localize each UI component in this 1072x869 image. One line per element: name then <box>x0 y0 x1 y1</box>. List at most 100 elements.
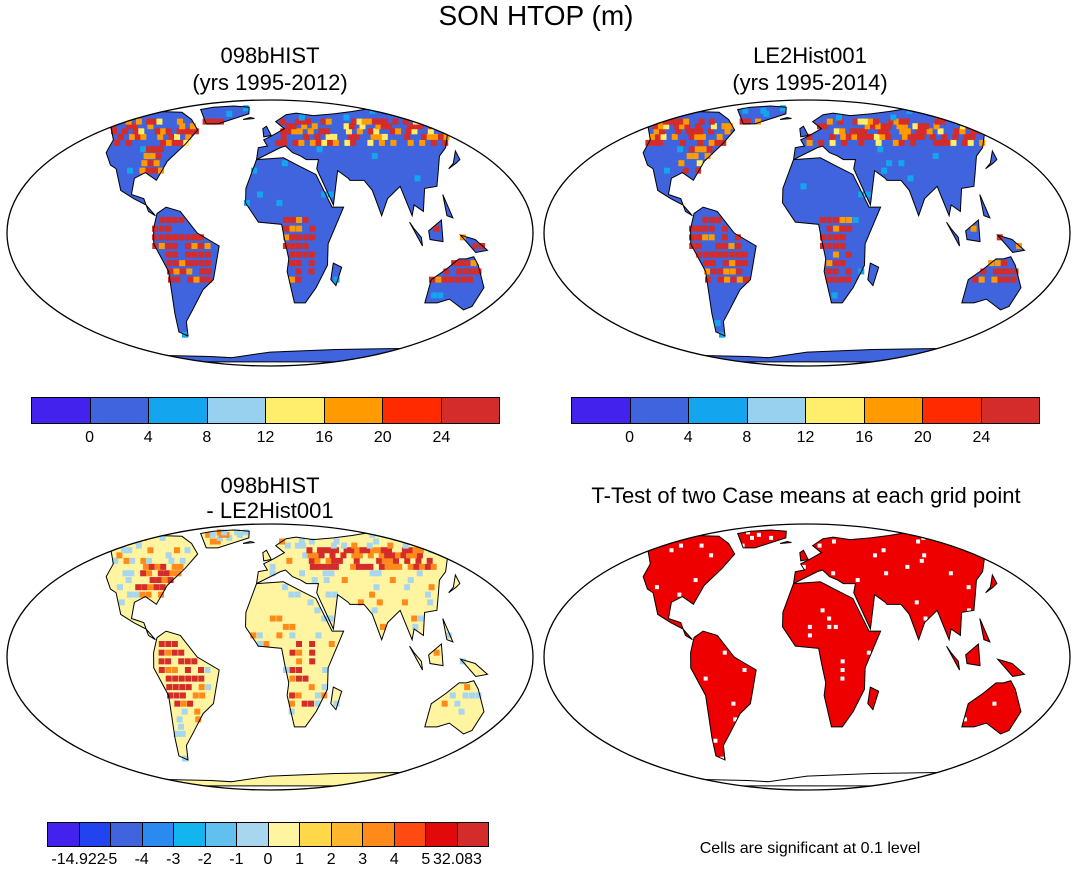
colorbar-tick-label: 32.083 <box>432 851 482 868</box>
coastline <box>961 680 1022 735</box>
coastline <box>330 686 343 711</box>
coastline <box>255 532 471 642</box>
land-mass <box>1020 739 1036 748</box>
colorbar-tick-label: 24 <box>972 429 991 446</box>
colorbar-box <box>32 398 91 423</box>
colorbar-tick-label: 3 <box>358 851 368 868</box>
colorbar-tick-label: -5 <box>103 851 118 868</box>
panel2-title-line2: (yrs 1995-2014) <box>732 70 888 95</box>
coastline <box>242 116 255 120</box>
coastline <box>736 105 787 125</box>
land-mass <box>965 643 981 666</box>
land-mass <box>620 348 990 362</box>
land-mass <box>615 535 735 640</box>
colorbar-tick-label: 8 <box>742 429 752 446</box>
coastline <box>792 532 1008 642</box>
panel4-footnote: Cells are significant at 0.1 level <box>699 840 921 857</box>
colorbar-tick-label: -4 <box>134 851 149 868</box>
map-frame <box>6 99 534 367</box>
colorbar-tick-label: 1 <box>295 851 305 868</box>
coastline <box>242 540 255 544</box>
colorbar-box <box>48 823 80 846</box>
colorbar-box <box>266 398 325 423</box>
panel3-colorbar <box>47 822 489 847</box>
coastline <box>779 540 792 544</box>
coastline <box>424 680 485 735</box>
colorbar-box <box>394 823 426 846</box>
coastline <box>262 549 272 562</box>
colorbar-box <box>457 823 488 846</box>
colorbar-box <box>237 823 269 846</box>
colorbar-tick-label: 4 <box>143 429 153 446</box>
land-mass <box>256 108 470 216</box>
colorbar-box <box>864 398 923 423</box>
land-mass <box>782 581 881 727</box>
coastline <box>779 116 792 120</box>
colorbar-box <box>300 823 332 846</box>
land-mass <box>997 659 1025 677</box>
colorbar-box <box>324 398 383 423</box>
coastline <box>690 630 757 761</box>
land-mass <box>460 659 488 677</box>
colorbar-tick-label: 0 <box>263 851 273 868</box>
land-mass <box>961 680 1021 734</box>
coastline <box>985 573 998 594</box>
colorbar-box <box>331 823 363 846</box>
coastline <box>979 618 991 643</box>
coastline <box>996 234 1026 254</box>
coastline <box>424 256 485 311</box>
land-mass <box>867 687 879 710</box>
colorbar-box <box>90 398 149 423</box>
coastline <box>409 221 424 247</box>
panel1-colorbar <box>31 397 500 424</box>
coastline <box>946 221 961 247</box>
coastline <box>448 149 461 170</box>
colorbar-box <box>111 823 143 846</box>
colorbar-box <box>149 398 208 423</box>
land-mass <box>979 618 990 642</box>
coastline <box>996 658 1026 678</box>
coastline <box>482 738 500 748</box>
coastline <box>255 108 471 218</box>
land-mass <box>867 263 879 286</box>
panel1-title-line1: 098bHIST <box>220 43 320 68</box>
colorbar-tick-label: -1 <box>229 851 244 868</box>
colorbar-tick-label: -2 <box>197 851 212 868</box>
panel3-map <box>6 523 534 791</box>
colorbar-tick-label: 8 <box>202 429 212 446</box>
colorbar-box <box>363 823 395 846</box>
coastline <box>459 658 489 678</box>
coastline <box>867 262 880 287</box>
coastline <box>245 581 345 728</box>
colorbar-box <box>689 398 748 423</box>
colorbar-tick-label: 0 <box>85 429 95 446</box>
panel1-map <box>6 99 534 367</box>
land-mass <box>690 631 757 760</box>
coastline <box>782 581 882 728</box>
colorbar-box <box>441 398 499 423</box>
colorbar-box <box>383 398 442 423</box>
land-mass <box>620 772 990 786</box>
land-mass <box>78 111 198 216</box>
colorbar-box <box>630 398 689 423</box>
map-frame <box>543 523 1071 791</box>
land-mass <box>262 126 272 137</box>
colorbar-tick-label: 24 <box>432 429 451 446</box>
panel3-title-line2: - LE2Hist001 <box>206 498 334 523</box>
coastline <box>153 206 220 337</box>
coastline <box>245 157 345 304</box>
grid-cells <box>86 529 482 762</box>
land-mass <box>83 772 453 786</box>
coastline <box>199 529 250 549</box>
coastline <box>799 125 809 138</box>
colorbar-box <box>923 398 982 423</box>
panel4-title: T-Test of two Case means at each grid po… <box>591 483 1021 508</box>
colorbar-tick-label: 12 <box>796 429 815 446</box>
colorbar-tick-label: 16 <box>855 429 874 446</box>
coastline <box>985 149 998 170</box>
colorbar-tick-label: 16 <box>315 429 334 446</box>
colorbar-box <box>572 398 631 423</box>
coastline <box>428 642 444 667</box>
coastline <box>867 686 880 711</box>
coastline <box>482 314 500 324</box>
